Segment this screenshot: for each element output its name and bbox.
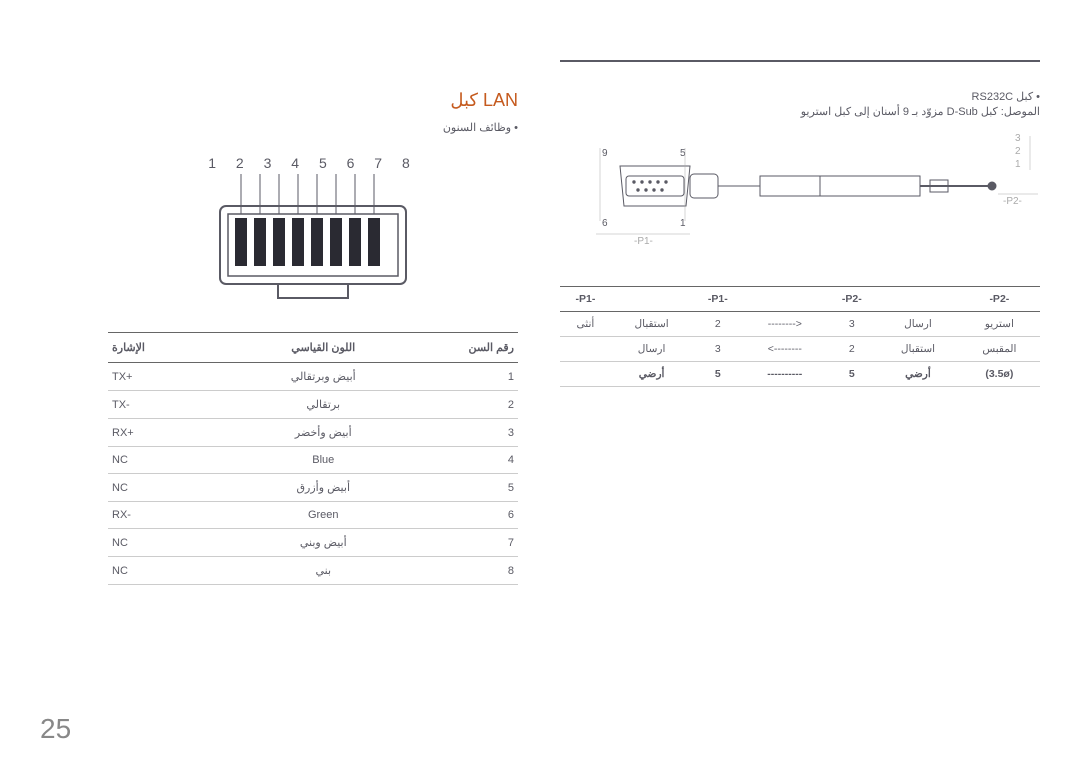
pin9: 9 xyxy=(602,148,608,159)
lan-td: أبيض وبني xyxy=(211,529,437,557)
table-row: أرضي5----------5أرضي(3.5ø) xyxy=(560,362,1040,387)
rs-td: أرضي xyxy=(877,362,959,387)
pin-numbers: 1 2 3 4 5 6 7 8 xyxy=(208,155,418,171)
rs-td: 5 xyxy=(826,362,877,387)
lan-td: 2 xyxy=(436,391,518,419)
lan-td: RX- xyxy=(108,502,211,529)
lan-td: 8 xyxy=(436,557,518,585)
rs232c-table: -P1--P1--P2--P2- أنثىاستقبال2-------->3ا… xyxy=(560,286,1040,387)
lan-th: الإشارة xyxy=(108,333,211,363)
rs-td: أرضي xyxy=(611,362,693,387)
rs-td: المقبس xyxy=(959,337,1040,362)
top-rule xyxy=(560,60,1040,62)
rs-td: 5 xyxy=(692,362,743,387)
rs-td xyxy=(560,337,611,362)
lan-td: NC xyxy=(108,529,211,557)
pin6: 6 xyxy=(602,218,608,229)
table-row: NCبني8 xyxy=(108,557,518,585)
lan-td: 3 xyxy=(436,419,518,447)
rs232c-section: كبل RS232C الموصل: كبل D-Sub مزوّد بـ 9 … xyxy=(560,90,1040,387)
lan-td: برتقالي xyxy=(211,391,437,419)
lan-section: كبل LAN وظائف السنون 1 2 3 4 5 6 7 8 xyxy=(108,90,518,585)
rs-th: -P2- xyxy=(959,287,1040,312)
table-row: NCأبيض وأزرق5 xyxy=(108,474,518,502)
svg-text:2: 2 xyxy=(1015,146,1021,157)
rs-td: 3 xyxy=(692,337,743,362)
rs-th: -P2- xyxy=(826,287,877,312)
lan-td: TX- xyxy=(108,391,211,419)
lan-td: 1 xyxy=(436,363,518,391)
p1-bracket: -P1- xyxy=(634,236,653,247)
lan-td: 6 xyxy=(436,502,518,529)
rs-td: 3 xyxy=(826,312,877,337)
table-row: NCأبيض وبني7 xyxy=(108,529,518,557)
lan-table: الإشارةاللون القياسيرقم السن TX+أبيض وبر… xyxy=(108,332,518,585)
lan-td: Blue xyxy=(211,447,437,474)
table-row: RX-Green6 xyxy=(108,502,518,529)
rj45-diagram: 1 2 3 4 5 6 7 8 xyxy=(108,154,518,304)
rs232c-title: كبل RS232C xyxy=(560,90,1040,103)
lan-th: اللون القياسي xyxy=(211,333,437,363)
rs-td: أنثى xyxy=(560,312,611,337)
lan-td: NC xyxy=(108,447,211,474)
table-row: TX-برتقالي2 xyxy=(108,391,518,419)
lan-heading: كبل LAN xyxy=(108,90,518,111)
lan-subnote: وظائف السنون xyxy=(108,121,518,134)
lan-td: TX+ xyxy=(108,363,211,391)
table-row: أنثىاستقبال2-------->3ارسالاستريو xyxy=(560,312,1040,337)
rs-th xyxy=(743,287,826,312)
p2-bracket: -P2- xyxy=(1003,196,1022,207)
table-row: RX+أبيض وأخضر3 xyxy=(108,419,518,447)
svg-text:1: 1 xyxy=(1015,159,1021,170)
lan-td: NC xyxy=(108,474,211,502)
rs-th xyxy=(611,287,693,312)
rs-td: <-------- xyxy=(743,337,826,362)
rs-td: استقبال xyxy=(877,337,959,362)
lan-td: 7 xyxy=(436,529,518,557)
rs-td: ارسال xyxy=(877,312,959,337)
table-row: TX+أبيض وبرتقالي1 xyxy=(108,363,518,391)
rs-td: استقبال xyxy=(611,312,693,337)
table-row: ارسال3<--------2استقبالالمقبس xyxy=(560,337,1040,362)
lan-td: أبيض وبرتقالي xyxy=(211,363,437,391)
rs-th: -P1- xyxy=(560,287,611,312)
lan-td: بني xyxy=(211,557,437,585)
rs-td: 2 xyxy=(826,337,877,362)
rs-td: استريو xyxy=(959,312,1040,337)
rs232c-diagram: 9 5 6 1 -P1- 3 2 1 -P2- xyxy=(560,126,1040,266)
table-row: NCBlue4 xyxy=(108,447,518,474)
rs-td: ارسال xyxy=(611,337,693,362)
rs232c-desc: الموصل: كبل D-Sub مزوّد بـ 9 أسنان إلى ك… xyxy=(560,105,1040,118)
rj45-svg: 1 2 3 4 5 6 7 8 xyxy=(208,154,418,304)
page-number: 25 xyxy=(40,713,71,745)
lan-th: رقم السن xyxy=(436,333,518,363)
rs-td: ---------- xyxy=(743,362,826,387)
svg-text:3: 3 xyxy=(1015,133,1021,144)
lan-td: Green xyxy=(211,502,437,529)
lan-td: 5 xyxy=(436,474,518,502)
lan-td: أبيض وأزرق xyxy=(211,474,437,502)
rs-th xyxy=(877,287,959,312)
lan-td: 4 xyxy=(436,447,518,474)
lan-td: أبيض وأخضر xyxy=(211,419,437,447)
rs-td: --------> xyxy=(743,312,826,337)
rs-td: (3.5ø) xyxy=(959,362,1040,387)
cable-diagram-svg: 9 5 6 1 -P1- 3 2 1 -P2- xyxy=(560,126,1040,266)
rs-td: 2 xyxy=(692,312,743,337)
rs-th: -P1- xyxy=(692,287,743,312)
lan-td: RX+ xyxy=(108,419,211,447)
lan-td: NC xyxy=(108,557,211,585)
rs-td xyxy=(560,362,611,387)
